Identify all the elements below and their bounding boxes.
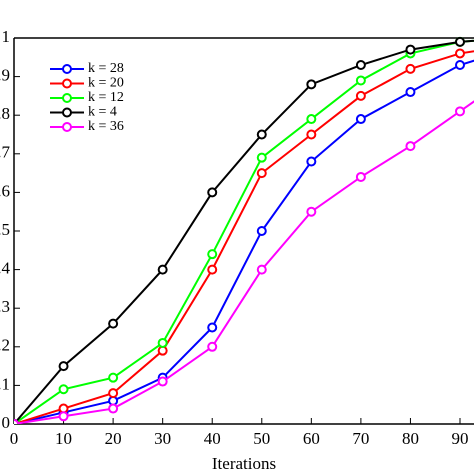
marker — [256, 168, 267, 179]
x-tick-label: 90 — [452, 429, 469, 448]
y-tick-label: 0.3 — [0, 297, 10, 316]
legend-marker — [62, 107, 72, 118]
marker — [256, 152, 267, 163]
marker — [355, 90, 366, 101]
marker — [207, 264, 218, 275]
marker — [157, 376, 168, 387]
plot-area — [14, 36, 474, 424]
legend-marker — [62, 93, 72, 103]
y-tick-label: 1 — [2, 27, 11, 46]
marker — [108, 388, 119, 399]
marker — [58, 384, 69, 395]
x-tick-label: 10 — [55, 429, 72, 448]
marker — [306, 206, 317, 217]
marker — [108, 372, 119, 383]
y-tick-label: 0.2 — [0, 336, 10, 355]
x-tick-label: 40 — [204, 429, 221, 448]
marker — [157, 264, 168, 275]
marker — [256, 264, 267, 275]
marker — [455, 106, 465, 117]
marker — [58, 411, 69, 422]
legend-label: k = 4 — [88, 105, 117, 120]
marker — [207, 322, 218, 333]
marker — [207, 341, 218, 352]
x-tick-label: 60 — [303, 429, 320, 448]
line — [14, 59, 474, 424]
marker — [355, 75, 366, 86]
line — [14, 50, 474, 424]
legend-label: k = 28 — [88, 61, 124, 76]
y-tick-label: 0 — [2, 413, 11, 432]
marker — [355, 60, 366, 71]
y-tick-label: 0.8 — [0, 104, 10, 123]
legend-label: k = 20 — [88, 76, 124, 91]
line — [14, 100, 474, 424]
marker — [157, 337, 168, 348]
marker — [14, 419, 19, 424]
x-tick-label: 0 — [10, 429, 19, 448]
marker — [405, 44, 416, 55]
legend-label: k = 12 — [88, 90, 124, 105]
marker — [108, 318, 119, 329]
marker — [355, 171, 366, 182]
marker — [256, 226, 267, 236]
x-tick-label: 30 — [154, 429, 171, 448]
marker — [405, 141, 416, 152]
marker — [355, 114, 366, 125]
x-tick-label: 20 — [105, 429, 122, 448]
legend-label: k = 36 — [88, 119, 124, 134]
y-tick-label: 0.6 — [0, 181, 10, 200]
y-tick-label: 0.7 — [0, 143, 11, 162]
x-tick-label: 80 — [402, 429, 419, 448]
marker — [207, 249, 218, 260]
y-tick-label: 0.1 — [0, 374, 10, 393]
x-axis-label: Iterations — [212, 454, 276, 473]
y-tick-label: 0.9 — [0, 66, 10, 85]
marker — [207, 187, 218, 198]
marker — [58, 361, 69, 372]
x-tick-label: 70 — [352, 429, 369, 448]
legend-marker — [62, 64, 72, 74]
y-tick-label: 0.5 — [0, 220, 10, 239]
marker — [306, 79, 317, 90]
marker — [306, 156, 317, 167]
marker — [455, 60, 465, 71]
marker — [108, 403, 119, 414]
x-tick-label: 50 — [253, 429, 270, 448]
marker — [256, 129, 267, 140]
marker — [306, 129, 317, 140]
marker — [405, 87, 416, 98]
legend-marker — [62, 122, 72, 132]
marker — [455, 36, 465, 47]
y-tick-label: 0.4 — [0, 259, 11, 278]
marker — [306, 114, 317, 125]
legend-marker — [62, 78, 72, 89]
marker — [405, 63, 416, 74]
marker — [455, 48, 465, 59]
